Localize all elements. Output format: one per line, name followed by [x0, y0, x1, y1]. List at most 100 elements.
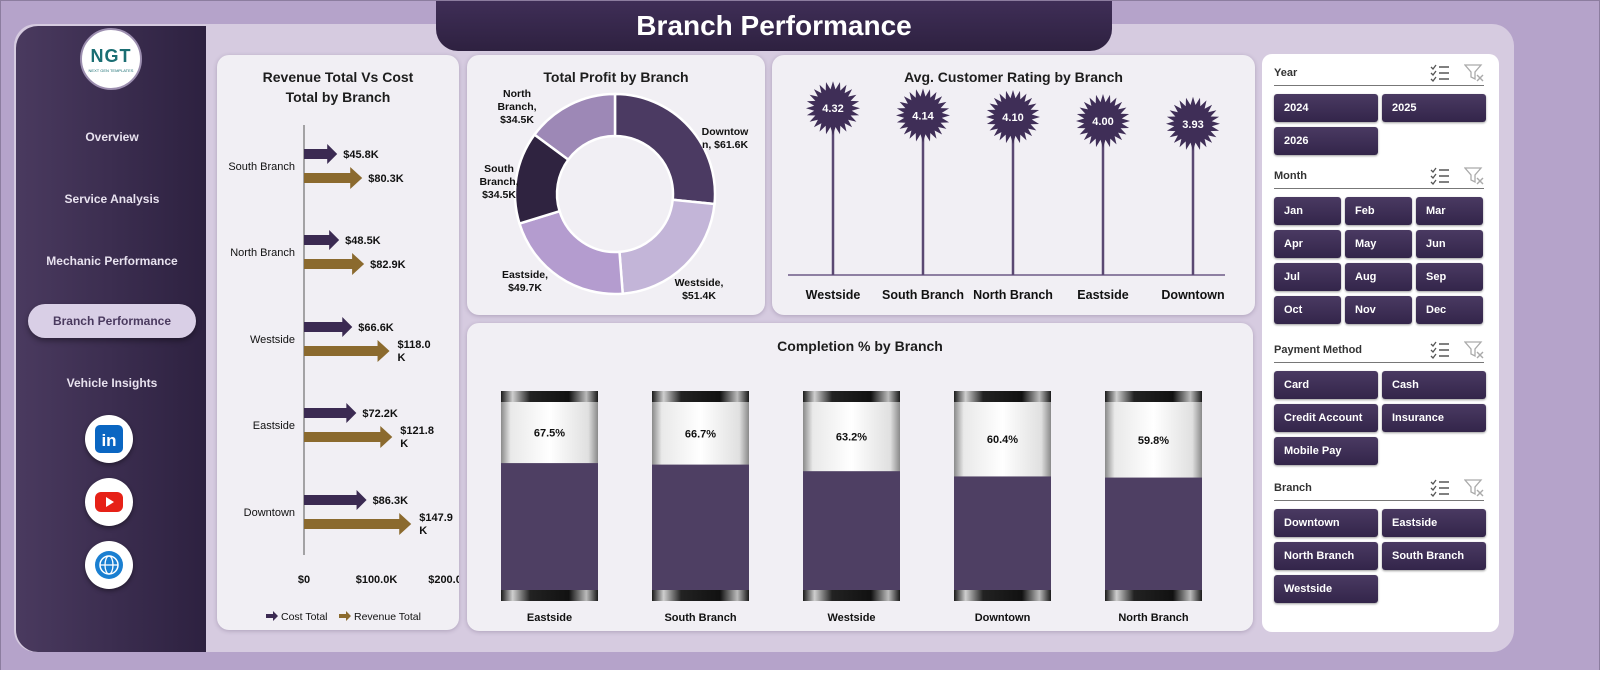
branch-filter-chip[interactable]: Westside — [1274, 575, 1378, 603]
revenue-cost-category-label: South Branch — [228, 161, 295, 173]
multi-select-icon[interactable] — [1430, 479, 1450, 497]
year-filter-chip[interactable]: 2026 — [1274, 127, 1378, 155]
donut-label: North Branch, $34.5K — [497, 88, 536, 126]
completion-cylinder — [803, 391, 900, 601]
month-filter-chip[interactable]: Apr — [1274, 230, 1341, 258]
page-title: Branch Performance — [436, 1, 1112, 51]
rating-card: Avg. Customer Rating by Branch 4.32 Wests… — [772, 55, 1255, 315]
completion-category-label: Downtown — [975, 612, 1031, 624]
branch-filter-chip[interactable]: South Branch — [1382, 542, 1486, 570]
multi-select-icon[interactable] — [1430, 167, 1450, 185]
legend-label-cost: Cost Total — [281, 611, 328, 623]
rating-value-label: 4.10 — [1002, 112, 1023, 124]
completion-fill — [803, 471, 900, 590]
completion-cylinder — [652, 391, 749, 601]
payment-method-filter-chip[interactable]: Insurance — [1382, 404, 1486, 432]
payment-method-filter-chip[interactable]: Card — [1274, 371, 1378, 399]
revenue-arrow — [304, 167, 363, 189]
revenue-cost-card: Revenue Total Vs Cost Total by Branch So… — [217, 55, 459, 630]
legend-swatch-cost — [266, 611, 278, 621]
year-slicer-header: Year — [1274, 64, 1484, 86]
rating-category-label: Eastside — [1077, 288, 1128, 302]
cost-arrow — [304, 144, 338, 164]
cost-arrow — [304, 403, 357, 423]
month-filter-chip[interactable]: Nov — [1345, 296, 1412, 324]
month-filter-chip[interactable]: May — [1345, 230, 1412, 258]
rating-chart: 4.32 Westside 4.14 South Branch 4.10 North Br… — [788, 81, 1225, 302]
clear-filter-icon[interactable] — [1464, 167, 1484, 185]
completion-cylinder — [501, 391, 598, 601]
bottom-band — [0, 670, 1600, 686]
profit-donut-chart: Downtow n, $61.6K Westside, $51.4K Eastside,… — [479, 88, 749, 302]
rating-category-label: Westside — [806, 288, 861, 302]
rating-marker — [1166, 96, 1220, 151]
rating-value-label: 4.14 — [912, 110, 934, 122]
clear-filter-icon[interactable] — [1464, 64, 1484, 82]
month-filter-chip[interactable]: Feb — [1345, 197, 1412, 225]
revenue-cost-title: Revenue Total Vs Cost Total by Branch — [262, 69, 414, 105]
cost-value-label: $48.5K — [345, 235, 381, 247]
completion-card: Completion % by Branch 67.5% Eastside 66.7… — [467, 323, 1253, 631]
rating-title: Avg. Customer Rating by Branch — [904, 69, 1123, 85]
clear-filter-icon[interactable] — [1464, 479, 1484, 497]
payment-method-filter-chip[interactable]: Credit Account — [1274, 404, 1378, 432]
completion-value-label: 67.5% — [534, 428, 565, 440]
revenue-value-label: $82.9K — [370, 259, 406, 271]
donut-slice — [532, 92, 617, 162]
sidebar-item-vehicle-insights[interactable]: Vehicle Insights — [66, 376, 158, 390]
sidebar-item-branch-performance[interactable]: Branch Performance — [28, 304, 196, 338]
month-filter-chip[interactable]: Dec — [1416, 296, 1483, 324]
year-filter-chip[interactable]: 2025 — [1382, 94, 1486, 122]
year-filter-chip[interactable]: 2024 — [1274, 94, 1378, 122]
completion-category-label: Eastside — [527, 612, 572, 624]
sidebar-item-mechanic-performance[interactable]: Mechanic Performance — [46, 254, 178, 268]
linkedin-icon: in — [95, 425, 123, 453]
month-filter-chip[interactable]: Jul — [1274, 263, 1341, 291]
linkedin-button[interactable]: in — [85, 415, 133, 463]
youtube-button[interactable] — [85, 478, 133, 526]
payment-method-slicer-title: Payment Method — [1274, 344, 1363, 356]
revenue-value-label: $147.9 K — [419, 512, 453, 537]
sidebar-item-overview[interactable]: Overview — [85, 130, 139, 144]
rating-marker — [986, 90, 1040, 144]
revenue-cost-category-label: Westside — [250, 334, 295, 346]
website-button[interactable] — [85, 541, 133, 589]
payment-method-filter-chip[interactable]: Mobile Pay — [1274, 437, 1378, 465]
rating-value-label: 4.32 — [822, 103, 843, 115]
branch-filter-chip[interactable]: Downtown — [1274, 509, 1378, 537]
month-filter-chip[interactable]: Oct — [1274, 296, 1341, 324]
rating-marker — [1076, 94, 1130, 148]
legend-swatch-revenue — [339, 611, 351, 621]
globe-icon — [95, 551, 123, 579]
cost-value-label: $45.8K — [343, 149, 379, 161]
linkedin-label: in — [101, 431, 116, 450]
x-tick-label: $100.0K — [356, 574, 398, 586]
logo-subtext: NEXT GEN TEMPLATES — [88, 67, 134, 73]
donut-label: Downtow n, $61.6K — [702, 126, 749, 151]
branch-filter-chip[interactable]: North Branch — [1274, 542, 1378, 570]
branch-filter-chip[interactable]: Eastside — [1382, 509, 1486, 537]
donut-slice — [613, 92, 717, 206]
month-filter-chip[interactable]: Mar — [1416, 197, 1483, 225]
completion-category-label: North Branch — [1118, 612, 1189, 624]
profit-title: Total Profit by Branch — [543, 69, 689, 85]
month-filter-chip[interactable]: Jun — [1416, 230, 1483, 258]
multi-select-icon[interactable] — [1430, 341, 1450, 359]
clear-filter-icon[interactable] — [1464, 341, 1484, 359]
completion-fill — [1105, 477, 1202, 590]
completion-fill — [652, 464, 749, 590]
payment-method-filter-chip[interactable]: Cash — [1382, 371, 1486, 399]
completion-fill — [954, 476, 1051, 590]
multi-select-icon[interactable] — [1430, 64, 1450, 82]
x-tick-label: $200.0K — [428, 574, 459, 586]
branch-slicer-title: Branch — [1274, 482, 1312, 494]
month-filter-chip[interactable]: Sep — [1416, 263, 1483, 291]
cost-arrow — [304, 490, 367, 510]
month-filter-chip[interactable]: Aug — [1345, 263, 1412, 291]
x-tick-label: $0 — [298, 574, 310, 586]
sidebar-item-service-analysis[interactable]: Service Analysis — [64, 192, 160, 206]
rating-value-label: 3.93 — [1182, 119, 1203, 131]
month-slicer-header: Month — [1274, 167, 1484, 189]
donut-label: South Branch, $34.5K — [479, 163, 518, 201]
month-filter-chip[interactable]: Jan — [1274, 197, 1341, 225]
